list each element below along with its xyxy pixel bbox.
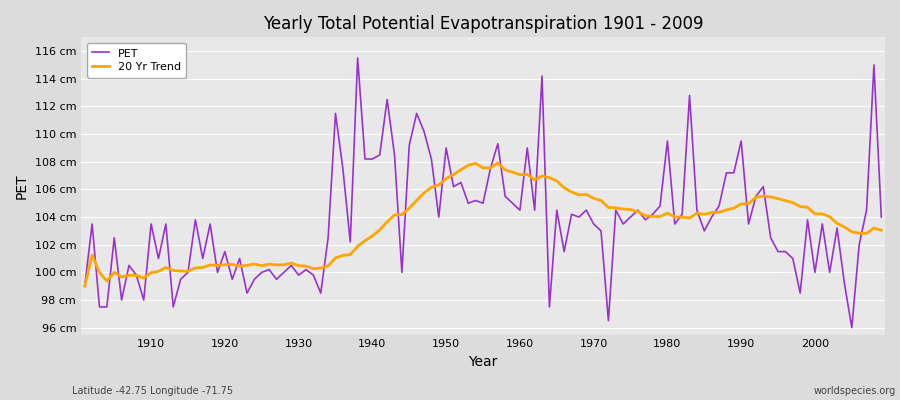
PET xyxy=(876,215,886,220)
PET xyxy=(610,208,621,212)
X-axis label: Year: Year xyxy=(468,355,498,369)
Text: Latitude -42.75 Longitude -71.75: Latitude -42.75 Longitude -71.75 xyxy=(72,386,233,396)
20 Yr Trend xyxy=(515,172,526,177)
PET xyxy=(352,56,363,60)
20 Yr Trend xyxy=(522,172,533,177)
Legend: PET, 20 Yr Trend: PET, 20 Yr Trend xyxy=(86,43,186,78)
20 Yr Trend xyxy=(301,264,311,268)
PET xyxy=(515,208,526,212)
Line: 20 Yr Trend: 20 Yr Trend xyxy=(85,163,881,286)
20 Yr Trend xyxy=(139,276,149,280)
20 Yr Trend xyxy=(345,252,356,257)
Title: Yearly Total Potential Evapotranspiration 1901 - 2009: Yearly Total Potential Evapotranspiratio… xyxy=(263,15,703,33)
Y-axis label: PET: PET xyxy=(15,173,29,199)
20 Yr Trend xyxy=(492,161,503,166)
PET xyxy=(345,240,356,244)
PET xyxy=(139,298,149,302)
Text: worldspecies.org: worldspecies.org xyxy=(814,386,896,396)
PET xyxy=(522,146,533,150)
Line: PET: PET xyxy=(85,58,881,328)
20 Yr Trend xyxy=(876,228,886,233)
PET xyxy=(79,284,90,288)
20 Yr Trend xyxy=(79,284,90,288)
PET xyxy=(301,267,311,272)
20 Yr Trend xyxy=(610,206,621,210)
PET xyxy=(846,325,857,330)
